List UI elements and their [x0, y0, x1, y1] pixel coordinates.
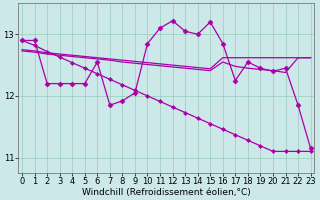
X-axis label: Windchill (Refroidissement éolien,°C): Windchill (Refroidissement éolien,°C)	[82, 188, 251, 197]
